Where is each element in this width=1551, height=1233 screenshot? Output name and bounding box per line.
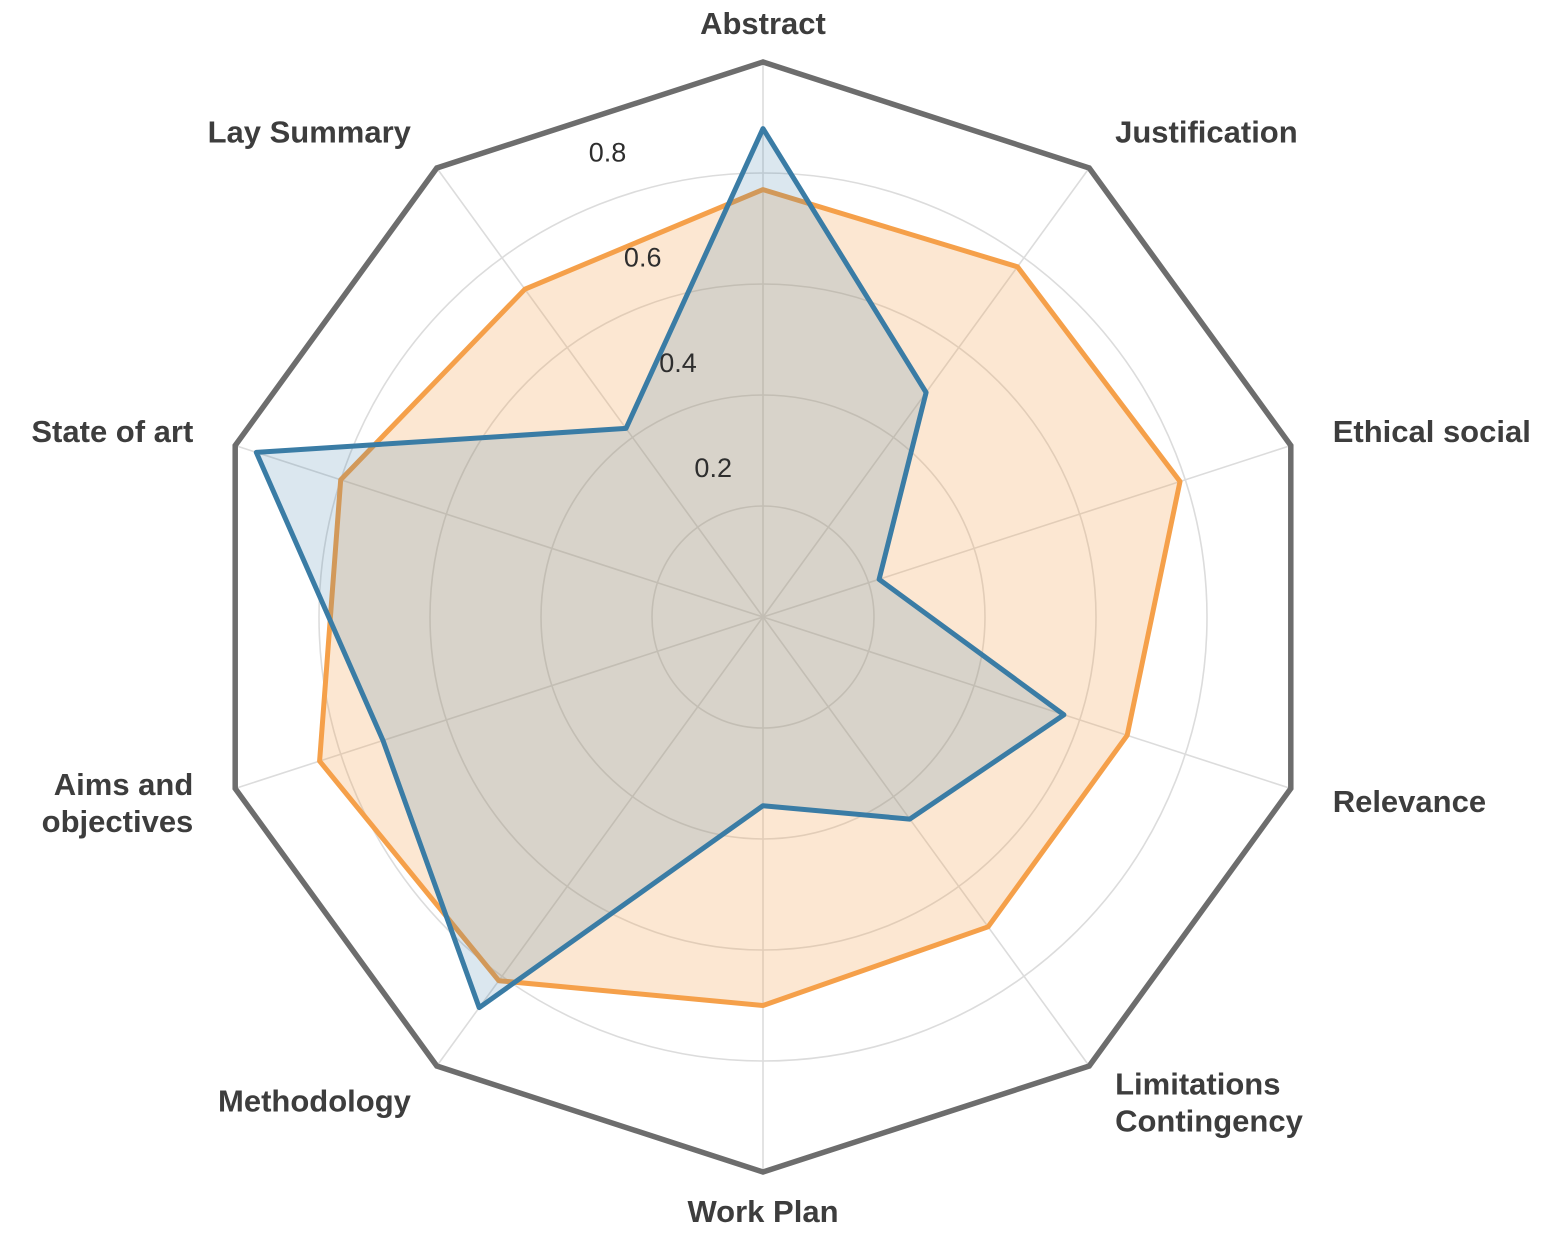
axis-spoke-limitations-contingency: [762, 616, 1090, 1067]
axis-label-work-plan: Work Plan: [687, 1194, 838, 1229]
axis-label-work-plan-line-1: Work Plan: [687, 1194, 838, 1229]
axis-label-ethical-social-line-1: Ethical social: [1333, 414, 1531, 449]
axis-label-state-of-art-line-1: State of art: [31, 414, 193, 449]
axis-spoke-lay-summary: [436, 167, 764, 618]
outer-frame-decagon: [232, 59, 1294, 1175]
axis-spoke-ethical-social: [762, 444, 1292, 618]
axis-label-relevance: Relevance: [1333, 784, 1486, 819]
axis-label-relevance-line-1: Relevance: [1333, 784, 1486, 819]
radial-tick-label-0.6: 0.6: [624, 243, 662, 273]
axis-label-methodology: Methodology: [218, 1084, 412, 1119]
axis-spoke-aims-and-objectives: [234, 616, 764, 790]
axis-label-abstract-line-1: Abstract: [700, 6, 826, 41]
axis-spoke-methodology: [436, 616, 764, 1067]
axis-label-limitations-contingency-line-2: Contingency: [1115, 1104, 1303, 1139]
axis-label-justification-line-1: Justification: [1115, 114, 1298, 149]
blue-series-polygon: [253, 126, 1067, 1011]
axis-label-aims-and-objectives-line-1: Aims and: [54, 767, 194, 802]
axis-label-limitations-contingency-line-1: Limitations: [1115, 1067, 1280, 1102]
axis-label-limitations-contingency: Limitations Contingency: [1115, 1067, 1303, 1139]
axis-label-justification: Justification: [1115, 114, 1298, 149]
radial-tick-label-0.4: 0.4: [659, 348, 697, 378]
axis-spoke-relevance: [762, 616, 1292, 790]
axis-label-methodology-line-1: Methodology: [218, 1084, 412, 1119]
axis-label-abstract: Abstract: [700, 6, 826, 41]
axis-spoke-state-of-art: [234, 444, 764, 618]
orange-series-polygon: [317, 187, 1183, 1008]
radial-tick-label-0.2: 0.2: [694, 453, 732, 483]
axis-label-aims-and-objectives-line-2: objectives: [42, 804, 194, 839]
axis-label-lay-summary-line-1: Lay Summary: [208, 114, 412, 149]
axis-label-ethical-social: Ethical social: [1333, 414, 1531, 449]
axis-label-lay-summary: Lay Summary: [208, 114, 412, 149]
axis-label-state-of-art: State of art: [31, 414, 193, 449]
radial-tick-label-0.8: 0.8: [589, 137, 627, 167]
axis-label-aims-and-objectives: Aims and objectives: [42, 767, 194, 839]
